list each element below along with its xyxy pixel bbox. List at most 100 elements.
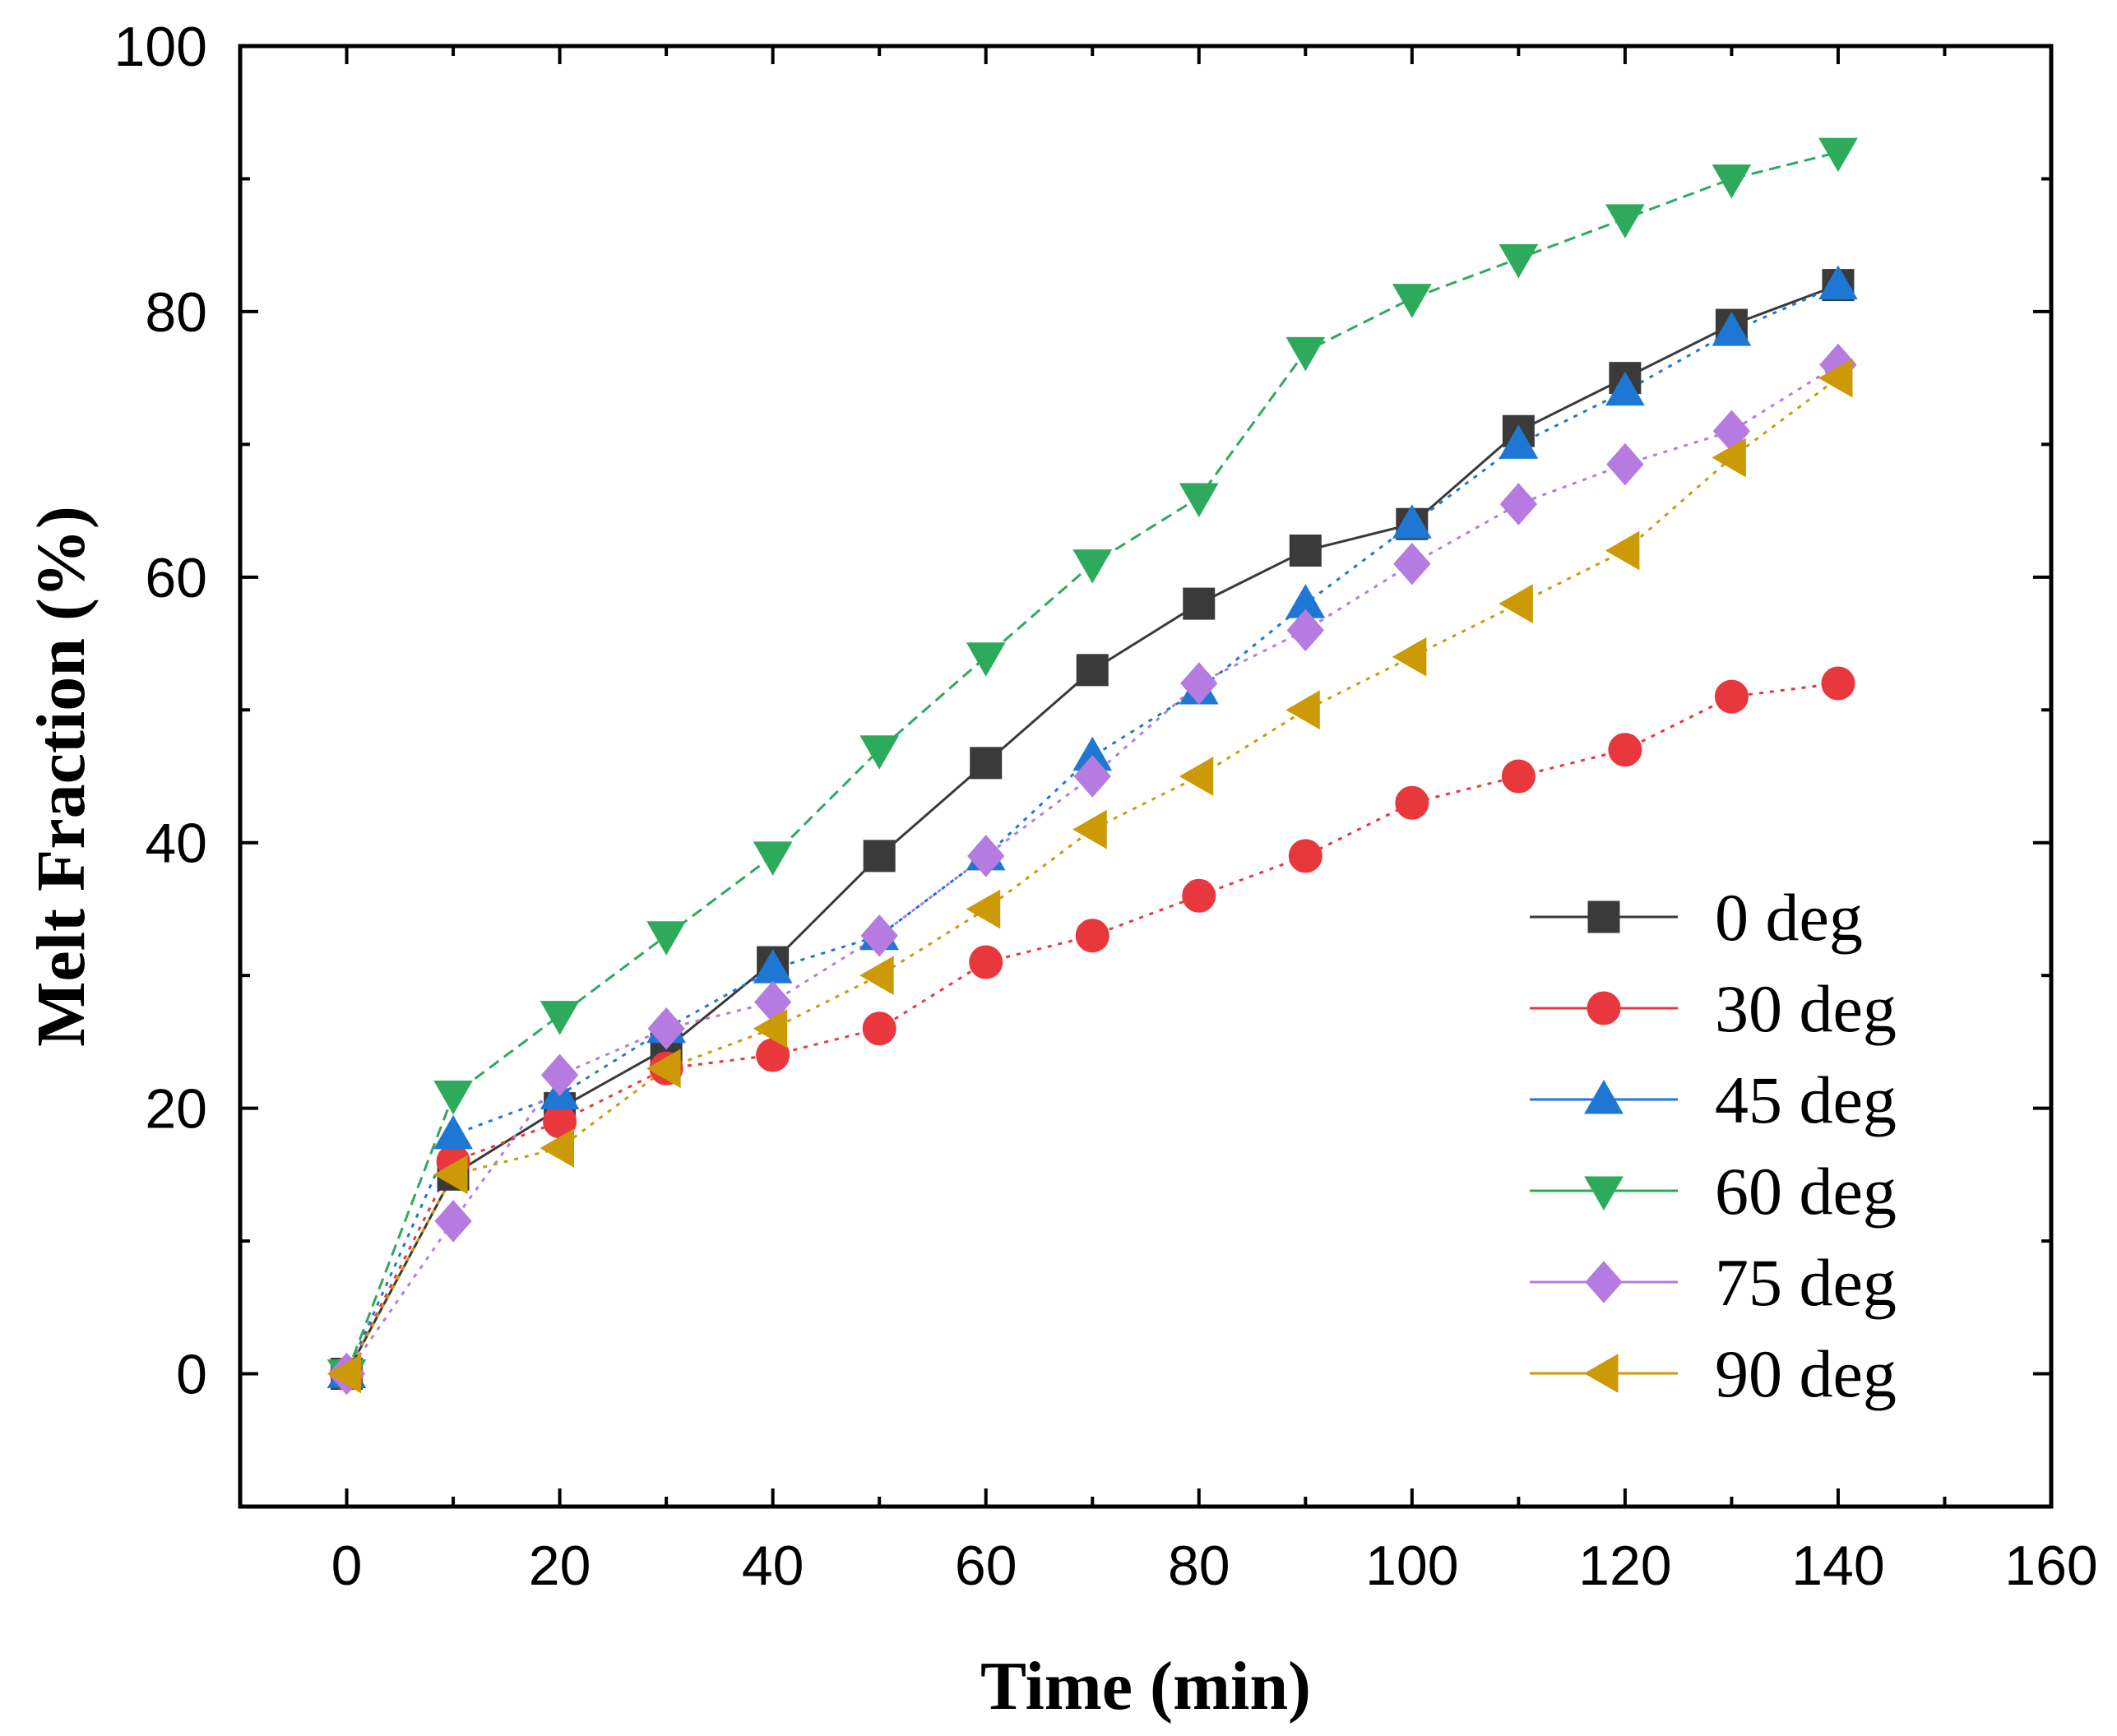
data-point-75-deg xyxy=(860,914,898,957)
data-point-75-deg xyxy=(540,1053,579,1097)
x-axis-title: Time (min) xyxy=(980,1648,1311,1724)
y-tick-label: 80 xyxy=(145,281,207,344)
data-point-30-deg xyxy=(1608,733,1642,767)
legend-item-60-deg: 60 deg xyxy=(1530,1154,1897,1229)
data-point-60-deg xyxy=(1499,243,1539,279)
data-point-90-deg xyxy=(1285,690,1320,730)
legend-marker xyxy=(1585,1261,1623,1303)
legend-label: 30 deg xyxy=(1715,971,1897,1046)
data-point-75-deg xyxy=(1606,442,1644,486)
data-point-30-deg xyxy=(1075,919,1109,953)
y-tick-label: 40 xyxy=(145,812,207,875)
data-point-60-deg xyxy=(1712,164,1752,199)
data-point-75-deg xyxy=(1499,483,1538,525)
x-tick-label: 20 xyxy=(529,1535,591,1597)
data-point-90-deg xyxy=(1072,809,1107,849)
y-tick-label: 60 xyxy=(145,547,207,609)
plot-frame xyxy=(238,44,2054,1509)
y-tick-label: 0 xyxy=(176,1344,207,1406)
data-point-90-deg xyxy=(1179,757,1214,796)
data-point-90-deg xyxy=(753,1008,788,1049)
data-point-90-deg xyxy=(540,1128,575,1168)
data-point-60-deg xyxy=(1072,549,1113,584)
x-tick-label: 120 xyxy=(1578,1535,1671,1597)
data-point-30-deg xyxy=(1395,785,1429,820)
data-point-45-deg xyxy=(1499,424,1539,459)
legend-label: 60 deg xyxy=(1715,1154,1897,1229)
legend: 0 deg 30 deg 45 deg 60 deg 75 deg 90 deg xyxy=(1530,880,1897,1411)
legend-label: 90 deg xyxy=(1715,1336,1897,1411)
legend-marker xyxy=(1587,991,1621,1025)
data-point-75-deg xyxy=(1286,609,1324,652)
legend-label: 0 deg xyxy=(1715,880,1863,955)
legend-label: 75 deg xyxy=(1715,1245,1897,1320)
data-point-90-deg xyxy=(646,1049,681,1089)
data-point-60-deg xyxy=(646,921,686,956)
data-point-90-deg xyxy=(1392,637,1427,677)
data-point-45-deg xyxy=(1605,371,1645,406)
data-point-90-deg xyxy=(327,1354,362,1394)
y-tick-label: 20 xyxy=(145,1078,207,1141)
legend-marker xyxy=(1584,1176,1624,1211)
data-point-30-deg xyxy=(1288,839,1323,873)
data-point-75-deg xyxy=(434,1200,472,1243)
axis-ticks xyxy=(240,44,2053,1507)
data-point-60-deg xyxy=(966,642,1006,677)
data-point-45-deg xyxy=(1712,312,1752,346)
data-point-60-deg xyxy=(753,841,793,876)
x-tick-label: 140 xyxy=(1791,1535,1884,1597)
data-point-45-deg xyxy=(1392,504,1432,539)
series-markers xyxy=(327,137,1858,1396)
data-point-30-deg xyxy=(1821,666,1855,701)
data-point-60-deg xyxy=(1818,137,1858,173)
x-tick-label: 60 xyxy=(955,1535,1017,1597)
data-point-0-deg xyxy=(863,840,896,873)
data-point-60-deg xyxy=(433,1080,473,1115)
x-tick-label: 40 xyxy=(742,1535,804,1597)
legend-marker xyxy=(1584,1079,1624,1114)
data-point-0-deg xyxy=(1183,587,1216,620)
legend-item-75-deg: 75 deg xyxy=(1530,1245,1897,1320)
data-point-30-deg xyxy=(969,945,1003,979)
x-tick-label: 80 xyxy=(1168,1535,1230,1597)
data-point-90-deg xyxy=(1818,358,1853,398)
data-point-75-deg xyxy=(967,835,1005,877)
legend-item-90-deg: 90 deg xyxy=(1530,1336,1897,1411)
x-tick-label: 160 xyxy=(2004,1535,2097,1597)
data-point-60-deg xyxy=(1392,284,1432,318)
legend-item-45-deg: 45 deg xyxy=(1530,1062,1897,1137)
data-point-0-deg xyxy=(1076,654,1109,687)
data-point-75-deg xyxy=(1073,755,1111,798)
legend-marker xyxy=(1587,900,1620,933)
data-point-75-deg xyxy=(647,1007,685,1050)
series-line-75-deg xyxy=(345,363,1839,1375)
data-point-60-deg xyxy=(1285,336,1326,372)
legend-item-0-deg: 0 deg xyxy=(1530,880,1863,955)
data-point-90-deg xyxy=(1499,584,1533,623)
data-point-30-deg xyxy=(1501,759,1536,794)
data-point-60-deg xyxy=(540,1001,580,1035)
data-point-90-deg xyxy=(859,956,894,996)
series-line-90-deg xyxy=(345,377,1839,1375)
data-point-45-deg xyxy=(1818,265,1858,300)
y-tick-label: 100 xyxy=(114,16,207,78)
data-point-30-deg xyxy=(1182,878,1216,913)
data-point-75-deg xyxy=(1180,662,1218,705)
data-point-30-deg xyxy=(862,1012,896,1046)
series-line-45-deg xyxy=(345,284,1839,1375)
data-point-90-deg xyxy=(433,1155,468,1195)
data-point-60-deg xyxy=(1179,483,1219,517)
x-tick-label: 100 xyxy=(1365,1535,1458,1597)
legend-marker xyxy=(1583,1354,1619,1393)
data-point-30-deg xyxy=(1714,679,1749,714)
data-point-90-deg xyxy=(1605,530,1640,571)
legend-label: 45 deg xyxy=(1715,1062,1897,1137)
tick-labels: 0 20 40 60 80 100 120 140 160 0 20 40 60 80 100 xyxy=(114,16,2098,1597)
data-point-60-deg xyxy=(859,735,900,770)
data-point-0-deg xyxy=(970,747,1003,780)
data-point-90-deg xyxy=(966,889,1001,929)
legend-item-30-deg: 30 deg xyxy=(1530,971,1897,1046)
data-point-0-deg xyxy=(1289,535,1322,567)
data-point-60-deg xyxy=(1605,204,1645,238)
